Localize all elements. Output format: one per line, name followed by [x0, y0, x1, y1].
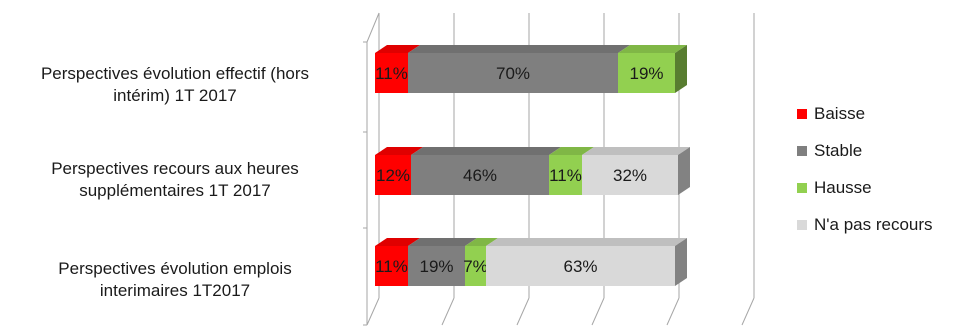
legend-item: Hausse: [797, 169, 933, 206]
bar-top-face: [618, 45, 687, 53]
legend-item: N'a pas recours: [797, 206, 933, 243]
bar-top-face: [408, 45, 630, 53]
data-label: 19%: [419, 257, 453, 276]
category-label: Perspectives évolution effectif (hors in…: [0, 63, 350, 107]
category-label-line: Perspectives évolution emplois: [58, 259, 292, 278]
legend-swatch: [797, 182, 807, 193]
grid-line: [441, 297, 455, 326]
category-label-line: interimaires 1T2017: [99, 281, 251, 300]
bar-top-face: [408, 238, 477, 246]
data-label: 63%: [563, 257, 597, 276]
bar-top-face: [486, 238, 687, 246]
category-label: Perspectives évolution emplois interimai…: [0, 258, 350, 302]
grid-line: [366, 297, 380, 326]
category-label: Perspectives recours aux heures suppléme…: [0, 158, 350, 202]
bar-segment: [486, 246, 675, 286]
bar-segment: [375, 155, 411, 195]
bar-side-face: [678, 147, 690, 195]
bar-side-face: [675, 45, 687, 93]
category-label-line: Perspectives évolution effectif (hors: [40, 64, 310, 83]
bar-segment: [375, 246, 408, 286]
bar-segment: [618, 53, 675, 93]
data-label: 70%: [496, 64, 530, 83]
bar-segment: [408, 53, 618, 93]
data-label: 19%: [629, 64, 663, 83]
bar-segment: [375, 53, 408, 93]
grid-line: [741, 297, 755, 326]
grid-line: [591, 297, 605, 326]
data-label: 7%: [463, 257, 488, 276]
bar-top-face: [582, 147, 690, 155]
legend-item: Stable: [797, 132, 933, 169]
bar-top-face: [465, 238, 498, 246]
data-label: 11%: [549, 166, 582, 185]
bar-segment: [465, 246, 486, 286]
bar-segment: [549, 155, 582, 195]
bar-segment: [582, 155, 678, 195]
legend-label: Hausse: [814, 177, 872, 197]
data-label: 12%: [376, 166, 410, 185]
data-label: 11%: [375, 64, 408, 83]
bar-top-face: [375, 45, 420, 53]
category-label-line: supplémentaires 1T 2017: [79, 181, 271, 200]
legend-label: Baisse: [814, 103, 866, 123]
legend: Baisse Stable Hausse N'a pas recours: [797, 95, 933, 243]
bar-top-face: [549, 147, 594, 155]
legend-item: Baisse: [797, 95, 933, 132]
data-label: 11%: [375, 257, 408, 276]
legend-label: Stable: [814, 140, 863, 160]
category-label-line: Perspectives recours aux heures: [51, 159, 299, 178]
legend-swatch: [797, 219, 807, 230]
grid-line: [366, 12, 380, 43]
bar-top-face: [411, 147, 561, 155]
legend-label: N'a pas recours: [814, 214, 933, 234]
legend-swatch: [797, 108, 807, 119]
bar-segment: [411, 155, 549, 195]
legend-swatch: [797, 145, 807, 156]
bar-top-face: [375, 238, 420, 246]
bar-segment: [408, 246, 465, 286]
data-label: 46%: [463, 166, 497, 185]
bar-side-face: [675, 238, 687, 286]
grid-line: [666, 297, 680, 326]
grid-line: [516, 297, 530, 326]
bar-top-face: [375, 147, 423, 155]
data-label: 32%: [613, 166, 647, 185]
category-label-line: intérim) 1T 2017: [113, 86, 237, 105]
